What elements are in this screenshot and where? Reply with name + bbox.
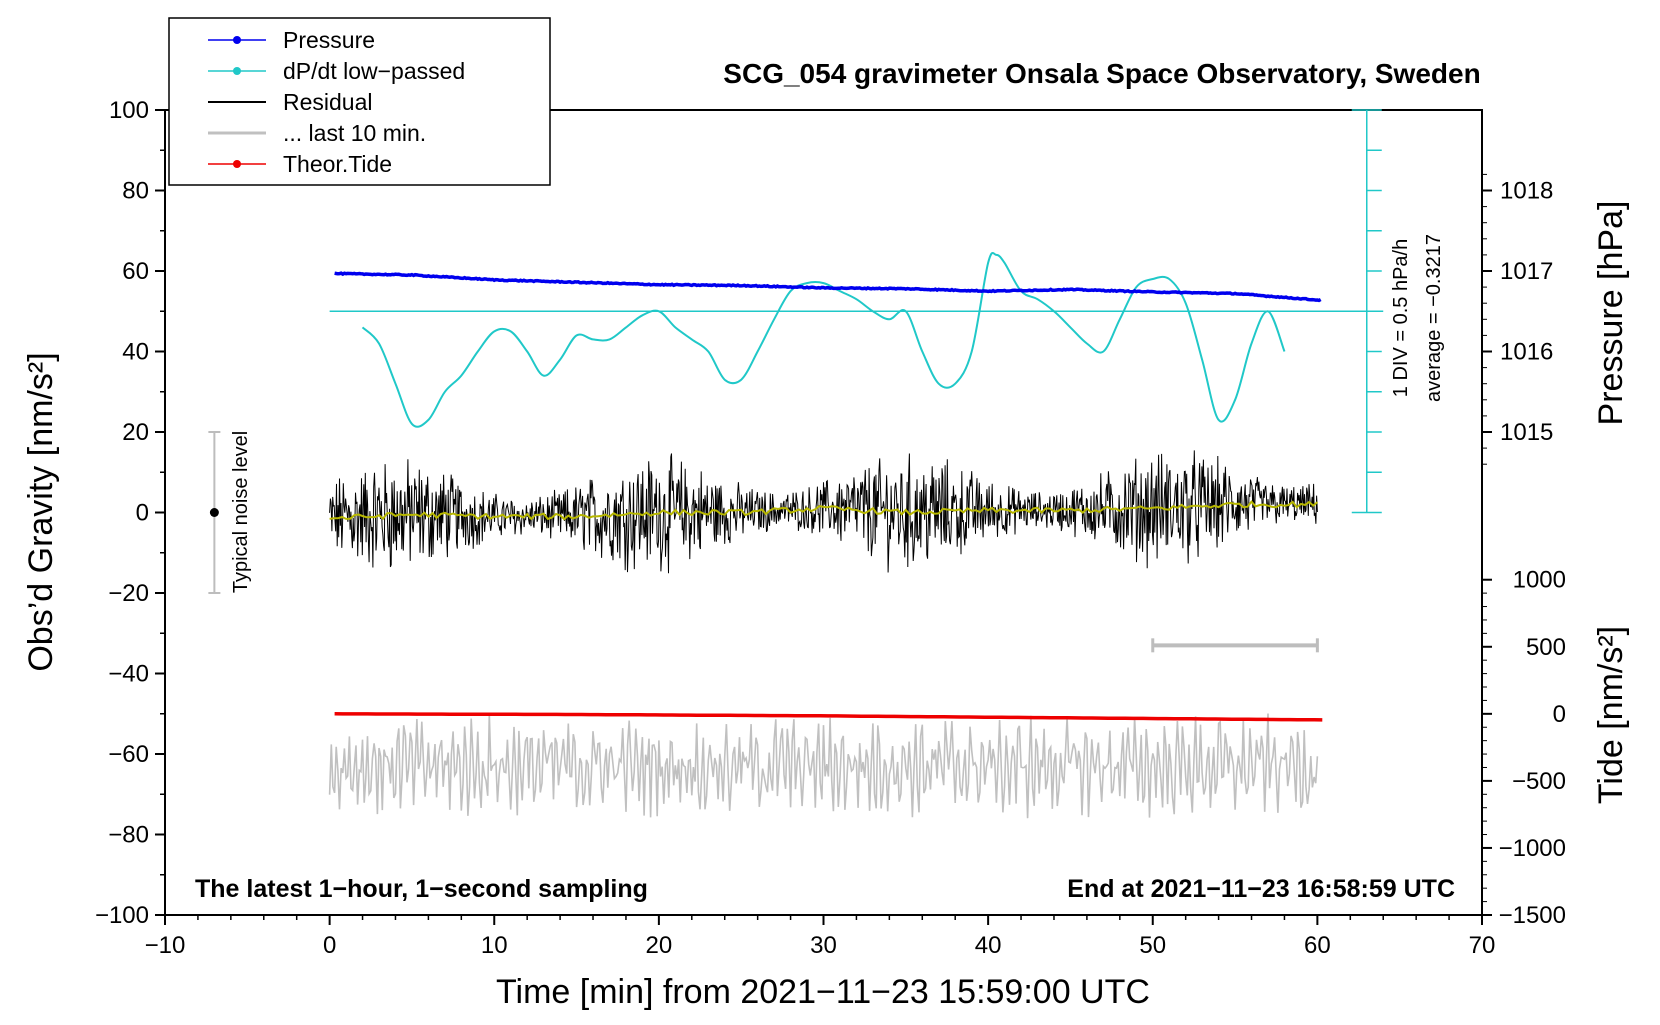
y-tick-label: 80 (122, 178, 149, 205)
tide-tick-label: 0 (1553, 701, 1566, 728)
noise-level-bar (208, 431, 221, 594)
last10-series (328, 713, 1319, 819)
pressure-axis-label: Pressure [hPa] (1592, 201, 1630, 426)
pressure-series (334, 271, 1322, 303)
tide-tick-label: 1000 (1513, 567, 1566, 594)
pressure-tick-label: 1016 (1500, 339, 1553, 366)
pressure-tick-label: 1017 (1500, 258, 1553, 285)
y-tick-label: −100 (95, 902, 149, 929)
y-tick-label: −60 (108, 741, 149, 768)
noise-bar-dot (209, 508, 219, 517)
dpdt-scale-label: 1 DIV = 0.5 hPa/h (1390, 239, 1412, 397)
y-tick-label: −80 (108, 822, 149, 849)
residual-series (329, 450, 1318, 574)
y-tick-label: 20 (122, 419, 149, 446)
legend: Pressure dP/dt low−passed Residual ... l… (168, 17, 551, 186)
x-tick-label: 30 (810, 932, 837, 959)
y-tick-label: 0 (136, 500, 149, 527)
y-tick-label: 40 (122, 339, 149, 366)
x-tick-label: 20 (646, 932, 673, 959)
pressure-tick-label: 1015 (1500, 419, 1553, 446)
x-axis-label: Time [min] from 2021−11−23 15:59:00 UTC (496, 973, 1150, 1011)
tide-tick-label: 500 (1526, 634, 1566, 661)
x-tick-label: 60 (1304, 932, 1331, 959)
y-tick-label: −40 (108, 661, 149, 688)
legend-label-pressure: Pressure (283, 27, 375, 53)
tide-tick-label: −1000 (1499, 835, 1566, 862)
x-tick-label: −10 (145, 932, 186, 959)
x-tick-label: 0 (323, 932, 336, 959)
tide-tick-label: −1500 (1499, 902, 1566, 929)
tide-axis-ticks: 1000 500 0 −500 −1000 −1500 (1482, 567, 1566, 929)
noise-level-label: Typical noise level (230, 431, 252, 593)
annotation-end-time: End at 2021−11−23 16:58:59 UTC (1067, 875, 1455, 903)
y-tick-label: −20 (108, 580, 149, 607)
dpdt-scale (329, 109, 1384, 514)
y-tick-label: 100 (109, 97, 149, 124)
x-tick-label: 10 (481, 932, 508, 959)
annotation-sampling: The latest 1−hour, 1−second sampling (195, 875, 648, 903)
pressure-axis-ticks: 1018 1017 1016 1015 (1482, 173, 1553, 465)
tide-series (334, 712, 1323, 722)
tide-tick-label: −500 (1512, 768, 1566, 795)
x-axis-ticks: −10 0 10 20 30 40 50 60 70 (145, 915, 1496, 959)
x-tick-label: 50 (1139, 932, 1166, 959)
series-layer (328, 251, 1323, 819)
dpdt-average-label: average = −0.3217 (1423, 234, 1445, 402)
legend-marker-dpdt (233, 67, 241, 75)
legend-label-residual: Residual (283, 89, 373, 115)
y-axis-label: Obs’d Gravity [nm/s²] (22, 352, 60, 671)
legend-marker-tide (233, 160, 241, 168)
x-tick-label: 70 (1469, 932, 1496, 959)
y-axis-ticks: 100 80 60 40 20 0 −20 −40 −60 −80 −100 (95, 97, 165, 929)
tide-axis-label: Tide [nm/s²] (1592, 626, 1630, 804)
chart-title: SCG_054 gravimeter Onsala Space Observat… (723, 58, 1480, 89)
legend-label-last10: ... last 10 min. (283, 120, 426, 146)
legend-marker-pressure (233, 36, 241, 44)
residual-smoothed-series (329, 500, 1319, 521)
legend-label-tide: Theor.Tide (283, 151, 392, 177)
y-tick-label: 60 (122, 258, 149, 285)
pressure-tick-label: 1018 (1500, 178, 1553, 205)
x-tick-label: 40 (975, 932, 1002, 959)
legend-label-dpdt: dP/dt low−passed (283, 58, 465, 84)
